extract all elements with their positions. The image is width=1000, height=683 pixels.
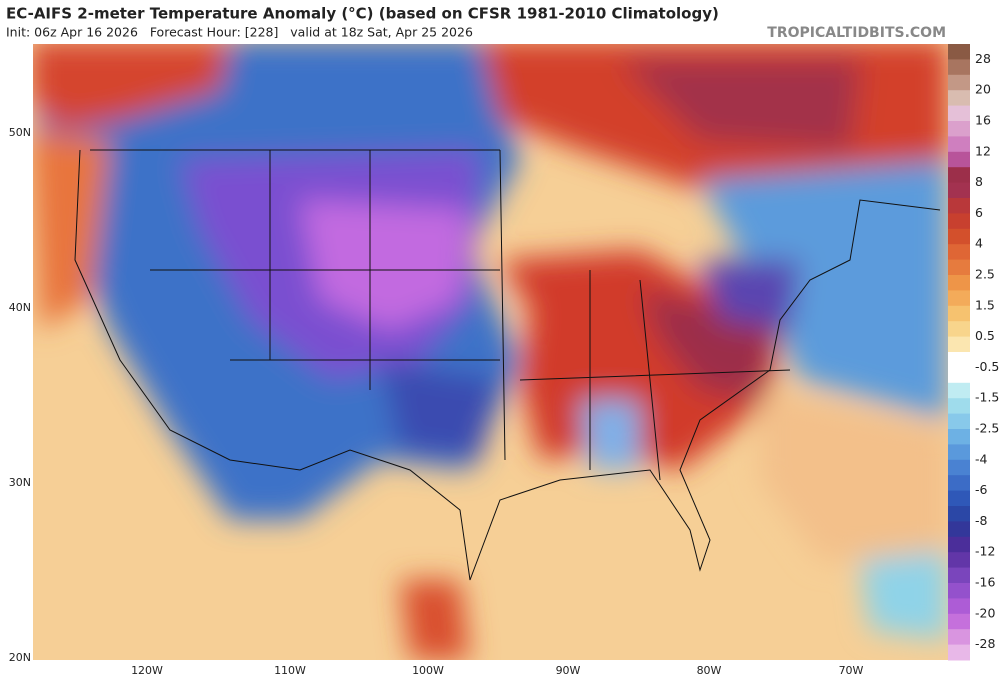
lon-label: 120W [131,664,163,677]
colorbar-label: 12 [975,143,991,158]
colorbar-swatch [948,613,970,630]
lon-label: 100W [412,664,444,677]
lat-label: 30N [9,476,31,489]
colorbar-swatch [948,536,970,553]
map [33,44,948,660]
colorbar-label: -4 [975,451,988,466]
colorbar-swatch [948,336,970,353]
colorbar-label: -1.5 [975,390,999,405]
subtitle: Init: 06z Apr 16 2026 Forecast Hour: [22… [6,25,473,40]
lat-label: 20N [9,651,31,664]
colorbar-label: -28 [975,636,995,651]
colorbar-swatch [948,552,970,569]
colorbar-swatch [948,382,970,399]
colorbar-label: 4 [975,236,983,251]
colorbar-label: -8 [975,513,988,528]
colorbar-swatch [948,429,970,445]
title: EC-AIFS 2-meter Temperature Anomaly (°C)… [6,5,719,23]
colorbar-swatch [948,182,970,199]
colorbar-label: -2.5 [975,421,999,436]
colorbar-label: -6 [975,482,988,497]
colorbar-swatch [948,475,970,492]
colorbar-swatch [948,275,970,291]
colorbar-swatch [948,459,970,476]
axis-labels: 50N 40N 30N 20N 120W 110W 100W 90W 80W 70W [9,126,864,677]
lat-label: 40N [9,301,31,314]
colorbar-swatch [948,367,970,384]
colorbar-swatch [948,567,970,584]
colorbar-swatch [948,244,970,261]
colorbar-swatch [948,583,970,599]
colorbar-swatch [948,59,970,76]
colorbar-label: -0.5 [975,359,999,374]
colorbar-swatch [948,629,970,646]
colorbar-label: 6 [975,205,983,220]
colorbar-swatch [948,90,970,107]
lon-label: 90W [556,664,581,677]
colorbar-swatch [948,598,970,615]
colorbar-swatch [948,105,970,122]
colorbar-swatch [948,167,970,184]
lon-label: 110W [274,664,306,677]
colorbar-swatch [948,121,970,137]
colorbar-swatch [948,151,970,168]
colorbar-swatch [948,644,970,661]
colorbar-label: 8 [975,174,983,189]
colorbar-label: -12 [975,544,995,559]
colorbar-swatch [948,74,970,91]
colorbar-swatch [948,321,970,338]
colorbar-swatch [948,305,970,322]
colorbar-label: 1.5 [975,297,995,312]
colorbar-label: -20 [975,605,995,620]
colorbar-swatch [948,228,970,245]
colorbar-swatch [948,521,970,538]
colorbar-swatch [948,259,970,276]
colorbar-swatch [948,413,970,430]
colorbar-swatch [948,444,970,461]
lat-label: 50N [9,126,31,139]
colorbar-label: 16 [975,113,991,128]
colorbar-label: 0.5 [975,328,995,343]
site-credit: TROPICALTIDBITS.COM [767,25,946,41]
colorbar-label: 20 [975,82,991,97]
colorbar-swatch [948,398,970,415]
colorbar-swatch [948,44,970,60]
colorbar-swatch [948,213,970,230]
colorbar-swatch [948,290,970,307]
colorbar-swatch [948,198,970,214]
lon-label: 70W [839,664,864,677]
colorbar-swatch [948,352,970,368]
colorbar-label: 2.5 [975,267,995,282]
colorbar: 28 20 16 12 8 6 4 2.5 1.5 0.5 -0.5 -1.5 -2.5 -4 -6 -8 -1… [948,44,999,661]
colorbar-label: 28 [975,51,991,66]
colorbar-swatch [948,136,970,153]
colorbar-swatch [948,490,970,507]
lon-label: 80W [697,664,722,677]
colorbar-label: -16 [975,575,995,590]
colorbar-swatch [948,506,970,522]
